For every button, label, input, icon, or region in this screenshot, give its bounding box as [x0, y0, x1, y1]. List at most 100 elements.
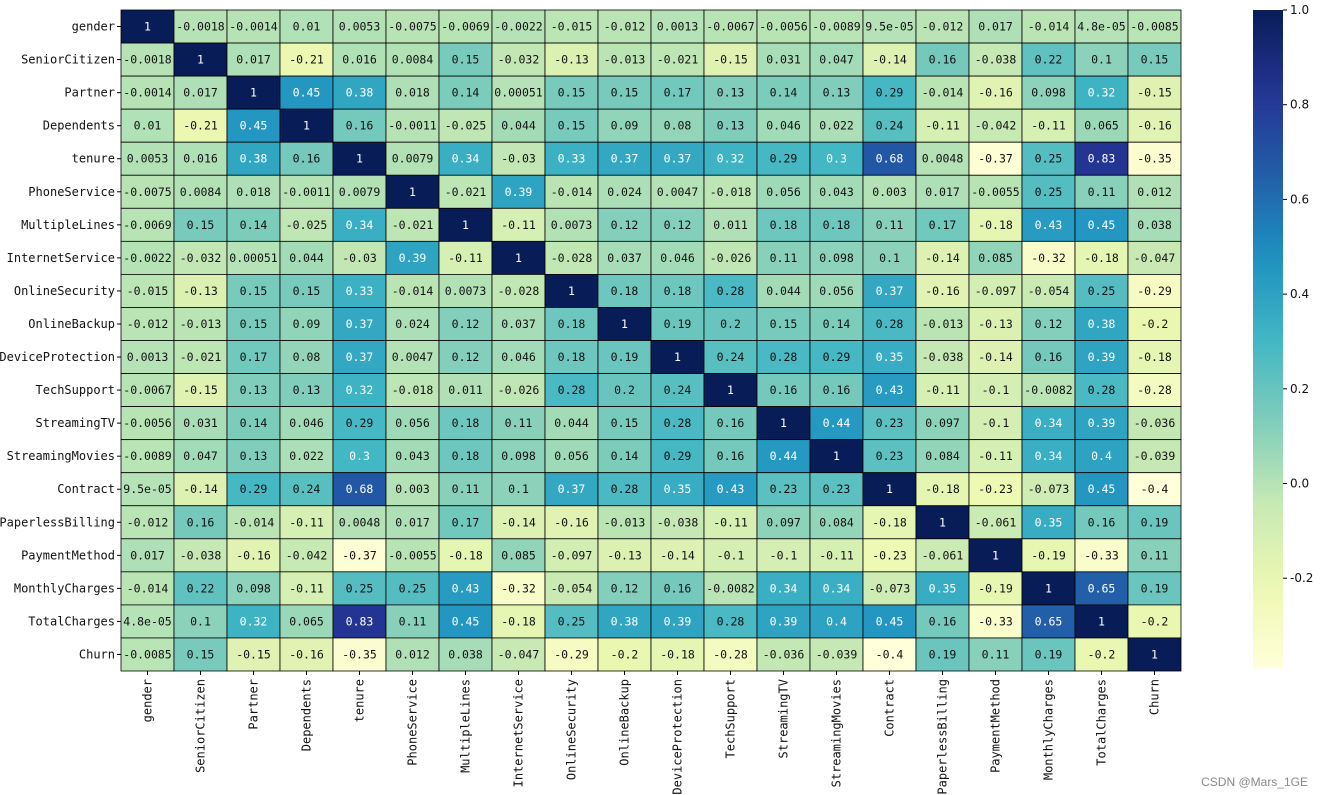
cell-MultipleLines-InternetService	[491, 207, 546, 242]
cell-value-label: -0.042	[286, 548, 328, 562]
cell-Partner-DeviceProtection	[650, 75, 705, 110]
cell-value-label: 9.5e-05	[865, 20, 913, 34]
cell-value-label: 1	[621, 317, 628, 331]
cell-value-label: 0.35	[876, 350, 904, 364]
cell-value-label: -0.13	[978, 317, 1013, 331]
cell-value-label: 0.037	[501, 317, 536, 331]
cell-value-label: 0.017	[925, 185, 960, 199]
cell-value-label: 0.38	[1088, 317, 1116, 331]
y-tick-label-OnlineSecurity: OnlineSecurity	[14, 284, 115, 298]
colorbar-tick-label: 0.6	[1290, 192, 1309, 206]
cell-InternetService-tenure	[332, 240, 387, 275]
cell-value-label: 4.8e-05	[123, 614, 171, 628]
cell-value-label: 0.1	[1091, 53, 1112, 67]
cell-Partner-StreamingMovies	[809, 75, 864, 110]
cell-SeniorCitizen-PaymentMethod	[968, 42, 1023, 77]
cell-value-label: -0.032	[180, 251, 222, 265]
cell-Churn-TotalCharges	[1074, 637, 1129, 672]
cell-PaymentMethod-InternetService	[491, 538, 546, 573]
cell-Dependents-StreamingTV	[756, 108, 811, 143]
y-tick-label-PhoneService: PhoneService	[28, 185, 115, 199]
y-tick-label-Dependents: Dependents	[43, 119, 115, 133]
cell-value-label: 0.046	[289, 416, 324, 430]
cell-TechSupport-OnlineBackup	[597, 373, 652, 407]
cell-value-label: -0.0089	[812, 20, 861, 34]
cell-Contract-DeviceProtection	[650, 472, 705, 507]
cell-value-label: 0.12	[664, 218, 692, 232]
cell-value-label: 0.35	[1035, 515, 1063, 529]
y-tick-label-SeniorCitizen: SeniorCitizen	[21, 53, 115, 67]
cell-SeniorCitizen-SeniorCitizen	[173, 42, 228, 77]
x-tick-label-StreamingTV: StreamingTV	[777, 679, 791, 758]
cell-gender-Churn	[1127, 9, 1182, 44]
cell-value-label: 0.14	[240, 218, 268, 232]
cell-Churn-PaperlessBilling	[915, 637, 970, 672]
cell-value-label: -0.18	[978, 218, 1013, 232]
y-axis-labels: gender SeniorCitizen Partner Dependents tenu…	[0, 20, 121, 661]
cell-SeniorCitizen-OnlineSecurity	[544, 42, 599, 77]
y-tick-label-Partner: Partner	[64, 86, 115, 100]
cell-Dependents-Churn	[1127, 108, 1182, 143]
cell-value-label: 0.098	[1031, 86, 1066, 100]
cell-value-label: 0.0048	[339, 515, 381, 529]
cell-gender-TotalCharges	[1074, 9, 1129, 44]
cell-tenure-MultipleLines	[438, 141, 493, 176]
cell-value-label: -0.039	[816, 647, 858, 661]
x-tick-label-TotalCharges: TotalCharges	[1095, 679, 1109, 766]
cell-value-label: 0.046	[766, 119, 801, 133]
cell-PaperlessBilling-InternetService	[491, 505, 546, 540]
cell-value-label: 1	[1045, 581, 1052, 595]
cell-value-label: -0.038	[922, 350, 964, 364]
cell-OnlineSecurity-PaperlessBilling	[915, 273, 970, 308]
cell-value-label: -0.025	[286, 218, 328, 232]
cell-value-label: -0.16	[978, 86, 1013, 100]
cell-value-label: -0.013	[922, 317, 964, 331]
cell-value-label: 0.28	[717, 614, 745, 628]
cell-value-label: 0.32	[1088, 86, 1116, 100]
cell-StreamingMovies-Churn	[1127, 439, 1182, 474]
y-tick-label-MultipleLines: MultipleLines	[21, 218, 115, 232]
cell-value-label: 0.68	[876, 152, 904, 166]
cell-value-label: -0.018	[710, 185, 752, 199]
cell-value-label: -0.018	[392, 383, 434, 397]
cell-value-label: 0.15	[558, 86, 586, 100]
cell-TechSupport-tenure	[332, 373, 387, 407]
cell-value-label: 0.11	[1141, 548, 1169, 562]
cell-StreamingTV-TotalCharges	[1074, 406, 1129, 441]
cell-value-label: -0.16	[289, 647, 324, 661]
cell-value-label: 0.046	[660, 251, 695, 265]
cell-value-label: 0.038	[1137, 218, 1172, 232]
cell-value-label: -0.1	[982, 383, 1010, 397]
cell-DeviceProtection-Churn	[1127, 340, 1182, 374]
cell-value-label: 0.17	[929, 218, 957, 232]
cell-value-label: -0.014	[127, 581, 169, 595]
cell-gender-SeniorCitizen	[173, 9, 228, 44]
cell-value-label: 0.38	[611, 614, 639, 628]
cell-value-label: 0.1	[879, 251, 900, 265]
cell-value-label: 0.0084	[392, 53, 434, 67]
cell-gender-PaperlessBilling	[915, 9, 970, 44]
cell-value-label: 0.097	[925, 416, 960, 430]
cell-value-label: 0.016	[183, 152, 218, 166]
cell-StreamingMovies-PhoneService	[385, 439, 440, 474]
cell-value-label: -0.33	[978, 614, 1013, 628]
cell-gender-PaymentMethod	[968, 9, 1023, 44]
cell-value-label: 0.15	[240, 284, 268, 298]
cell-MonthlyCharges-Contract	[862, 571, 917, 606]
cell-value-label: 0.38	[346, 86, 374, 100]
cell-value-label: -0.4	[1141, 482, 1169, 496]
cell-OnlineBackup-PaperlessBilling	[915, 307, 970, 341]
cell-InternetService-Churn	[1127, 240, 1182, 275]
cell-Churn-tenure	[332, 637, 387, 672]
cell-PaperlessBilling-SeniorCitizen	[173, 505, 228, 540]
cell-value-label: 0.047	[819, 53, 854, 67]
cell-MonthlyCharges-PaymentMethod	[968, 571, 1023, 606]
cell-value-label: -0.11	[289, 515, 324, 529]
cell-Contract-PaymentMethod	[968, 472, 1023, 507]
cell-Contract-Dependents	[279, 472, 334, 507]
cell-value-label: 0.16	[1035, 350, 1063, 364]
cell-value-label: 1	[515, 251, 522, 265]
cell-value-label: -0.047	[498, 647, 540, 661]
cell-value-label: 0.0053	[339, 20, 381, 34]
